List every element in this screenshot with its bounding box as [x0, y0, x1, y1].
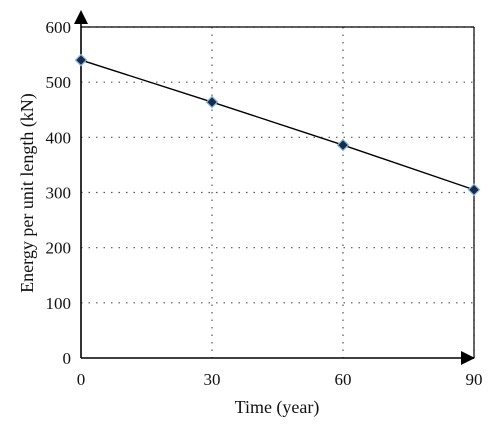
data-point [336, 138, 350, 152]
x-axis-arrow [461, 351, 475, 365]
grid [81, 26, 475, 358]
x-axis-title: Time (year) [235, 397, 320, 418]
tick-labels: 0 100 200 300 400 500 600 0 30 60 90 [46, 18, 483, 389]
axes [74, 10, 475, 365]
y-tick-label: 400 [46, 128, 72, 147]
x-tick-label: 0 [77, 370, 86, 389]
series [74, 53, 481, 197]
x-tick-label: 60 [335, 370, 352, 389]
data-point [205, 95, 219, 109]
data-point [74, 53, 88, 67]
data-point [467, 183, 481, 197]
y-tick-label: 500 [46, 73, 72, 92]
y-tick-label: 200 [46, 239, 72, 258]
x-tick-label: 90 [466, 370, 483, 389]
y-tick-label: 300 [46, 184, 72, 203]
y-axis-title: Energy per unit length (kN) [17, 93, 38, 293]
x-tick-label: 30 [204, 370, 221, 389]
y-tick-label: 100 [46, 294, 72, 313]
y-axis-arrow [74, 10, 88, 24]
series-line [80, 59, 475, 191]
y-tick-label: 600 [46, 18, 72, 37]
y-tick-label: 0 [63, 349, 72, 368]
